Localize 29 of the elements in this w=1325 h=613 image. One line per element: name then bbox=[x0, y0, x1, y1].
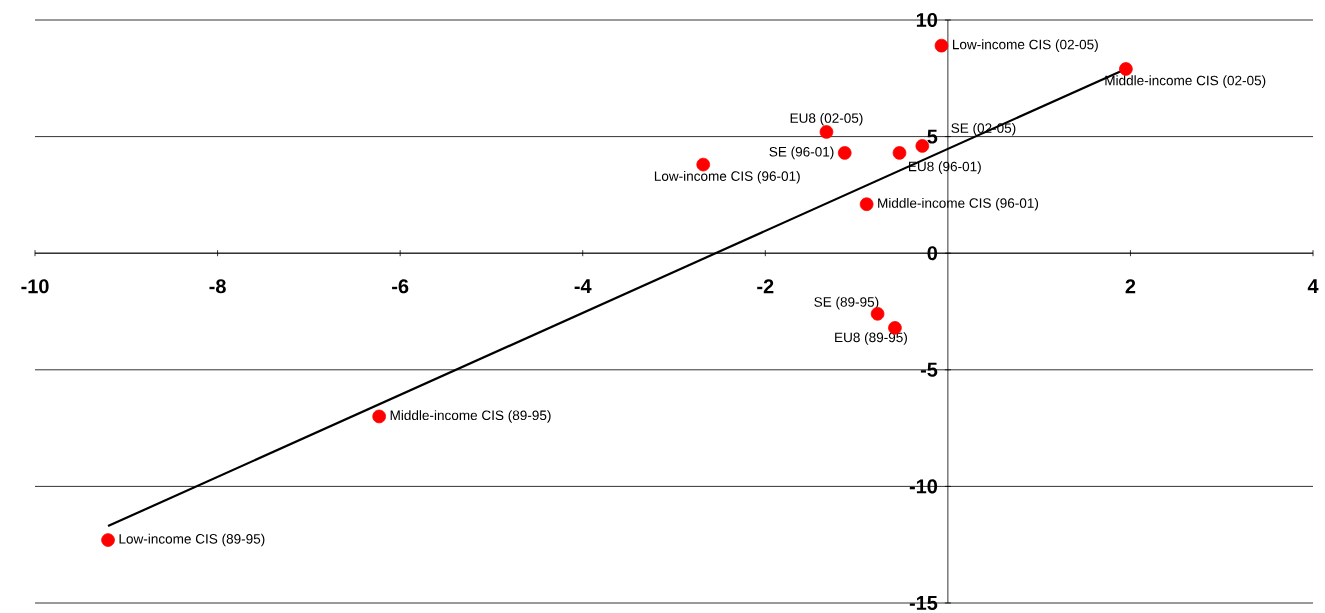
x-tick-label: -8 bbox=[209, 279, 226, 294]
point bbox=[934, 38, 949, 53]
annotation: Low-income CIS (89-95) bbox=[119, 533, 265, 547]
annotation: EU8 (89-95) bbox=[835, 332, 907, 345]
annotation: SE (96-01) bbox=[769, 146, 834, 160]
annotation: Middle-income CIS (96-01) bbox=[878, 197, 1039, 211]
point bbox=[859, 197, 874, 212]
y-tick-label: -15 bbox=[909, 596, 938, 610]
annotation: Middle-income CIS (02-05) bbox=[1105, 75, 1266, 88]
point bbox=[1119, 62, 1133, 76]
x-tick-label: -2 bbox=[757, 279, 774, 294]
annotation: Middle-income CIS (89-95) bbox=[390, 410, 551, 423]
x-tick-label: 4 bbox=[1307, 279, 1319, 293]
y-tick-label: 10 bbox=[916, 12, 938, 28]
annotation: EU8 (02-05) bbox=[790, 112, 863, 126]
x-tick-label: -6 bbox=[392, 279, 409, 294]
point bbox=[892, 146, 907, 160]
point bbox=[101, 533, 115, 547]
x-tick-label: -4 bbox=[574, 279, 592, 293]
annotation: EU8 (96-01) bbox=[909, 161, 981, 174]
point bbox=[837, 146, 852, 160]
annotation: Low-income CIS (02-05) bbox=[953, 39, 1098, 52]
x-tick-label: -10 bbox=[21, 279, 49, 294]
x-tick-label: 2 bbox=[1125, 279, 1136, 294]
point bbox=[819, 125, 834, 139]
point bbox=[372, 409, 386, 424]
annotation: Low-income CIS (96-01) bbox=[654, 170, 800, 184]
point bbox=[696, 157, 711, 172]
annotation: SE (89-95) bbox=[814, 296, 879, 310]
